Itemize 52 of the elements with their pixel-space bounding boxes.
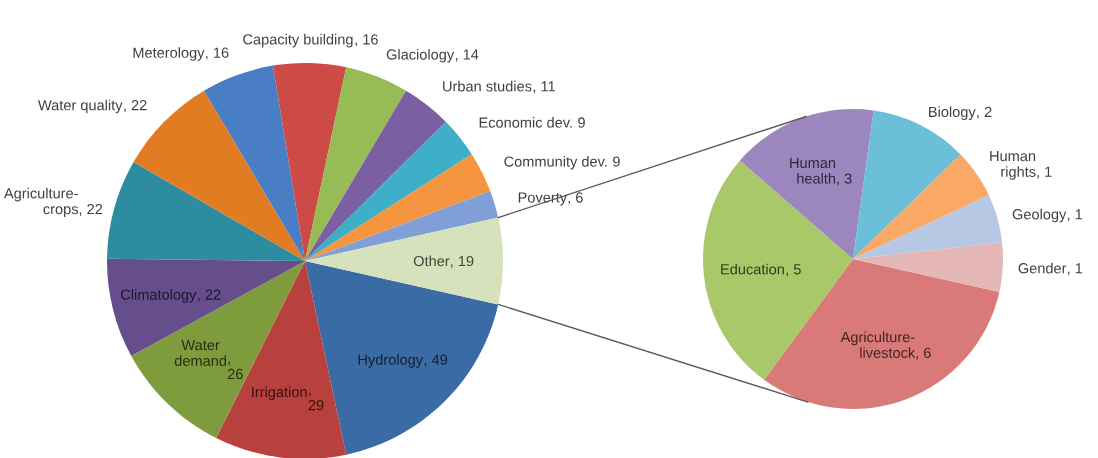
data-label: , 1 — [1037, 166, 1052, 179]
data-label: , 16 — [206, 47, 229, 60]
slice-label: Geology — [1012, 208, 1067, 223]
data-label: , 22 — [198, 289, 221, 302]
slice-label: Community dev. — [504, 156, 607, 170]
pie-slice — [107, 258, 305, 356]
slice-label: Economic dev. — [479, 116, 572, 128]
slice-label: Capacity building — [243, 33, 353, 48]
data-label: , 11 — [533, 81, 555, 94]
slice-label: Irrigation — [252, 386, 307, 400]
data-label: , 49 — [424, 354, 448, 367]
slice-label: Glaciology — [386, 48, 455, 63]
data-label: , 3 — [837, 173, 852, 186]
data-label: , 6 — [568, 192, 583, 205]
pie-slice — [204, 65, 305, 261]
slice-label: Meterology — [133, 47, 205, 61]
data-label: , 1 — [1067, 263, 1083, 276]
slice-label: Climatology — [120, 289, 197, 303]
pie-slice — [305, 217, 503, 305]
slice-label: Agriculture- livestock — [840, 331, 916, 358]
slice-label: Water quality — [38, 99, 123, 114]
pie-slice — [853, 195, 1003, 259]
data-label: 9 — [578, 117, 585, 128]
pie-slice — [739, 109, 874, 259]
slice-label: Urban studies — [443, 80, 532, 92]
pie-slice — [305, 67, 406, 261]
data-label: , 29 — [308, 392, 324, 411]
data-label: 9 — [613, 156, 620, 167]
data-label: , 14 — [455, 49, 479, 62]
slice-label: Human health — [790, 157, 836, 184]
slice-label: Other — [413, 255, 450, 267]
slice-label: Biology — [929, 106, 976, 120]
data-label: , 22 — [124, 100, 147, 113]
data-label: , 16 — [355, 34, 378, 47]
slice-label: Education — [721, 263, 784, 275]
data-label: , 5 — [786, 264, 801, 277]
slice-label: Human rights — [990, 151, 1036, 180]
slice-label: Agriculture- crops — [3, 187, 78, 218]
data-label: , 26 — [227, 361, 243, 380]
slice-label: Water demand — [174, 340, 227, 366]
data-label: , 2 — [977, 106, 992, 119]
data-label: , 1 — [1067, 209, 1083, 222]
pie-slice — [107, 162, 305, 261]
pie-slice — [133, 90, 305, 261]
pie-slice — [272, 63, 347, 261]
slice-label: Hydrology — [358, 354, 424, 368]
slice-label: Gender — [1018, 262, 1067, 274]
data-label: , 6 — [916, 347, 931, 360]
data-label: , 22 — [79, 203, 103, 216]
pie-slice — [853, 154, 989, 259]
pie-slice — [853, 242, 1003, 292]
data-label: , 19 — [451, 255, 474, 268]
